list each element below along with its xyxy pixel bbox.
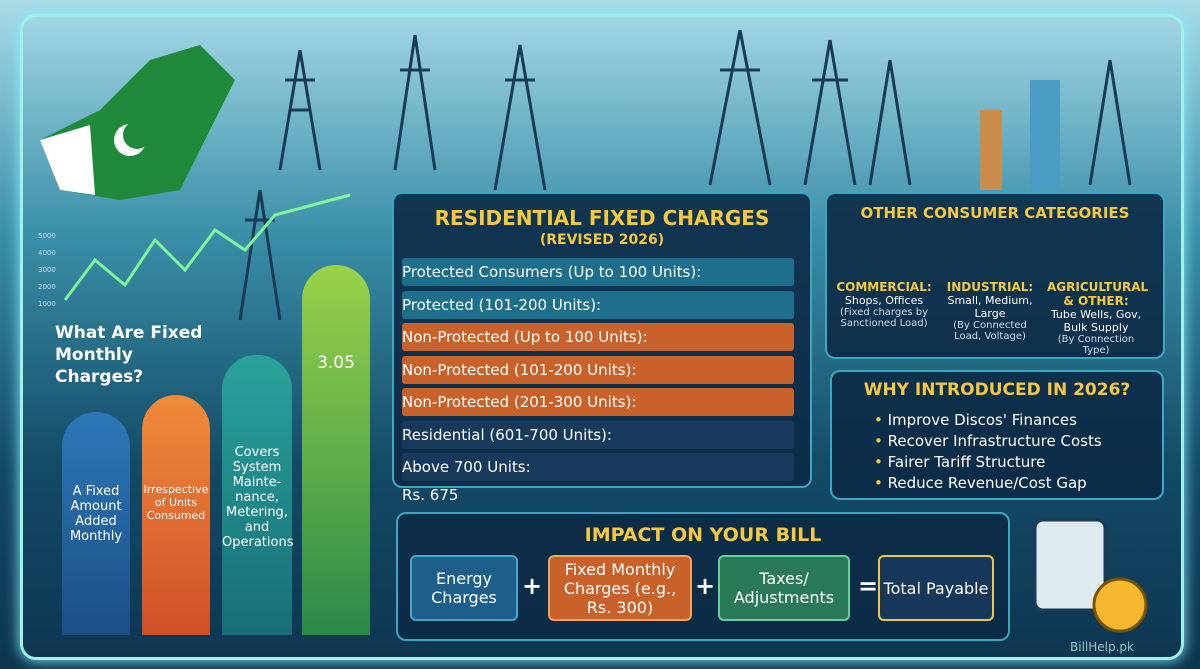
residential-panel: RESIDENTIAL FIXED CHARGES (REVISED 2026)… — [392, 192, 812, 504]
residential-title: RESIDENTIAL FIXED CHARGES — [434, 206, 770, 230]
why-item: • Recover Infrastructure Costs — [874, 432, 1102, 450]
category-name: COMMERCIAL: — [836, 280, 932, 294]
row-label: Non-Protected (201-300 Units): — [402, 393, 637, 411]
trend-line — [63, 193, 351, 301]
table-row: Non-Protected (Up to 100 Units):Rs. 275 — [402, 323, 794, 374]
frame — [20, 14, 1184, 660]
category-note: (By Connected Load, Voltage) — [953, 320, 1027, 342]
table-row: Protected Consumers (Up to 100 Units):Rs… — [402, 258, 794, 309]
operator: = — [858, 572, 879, 600]
axis-label: 2000 — [38, 283, 56, 291]
why-item: • Fairer Tariff Structure — [874, 453, 1046, 471]
table-row: Non-Protected (101-200 Units):Rs. 300 — [402, 355, 794, 407]
bill-component: Total Payable — [878, 555, 994, 621]
pillar-text: Irrespective of Units Consumed — [143, 483, 209, 522]
watermark: BillHelp.pk — [1070, 640, 1134, 654]
pillar: Covers System Mainte-nance, Metering, an… — [222, 355, 294, 635]
table-row: Residential (601-700 Units):Rs. 675 — [402, 420, 794, 472]
towers — [238, 29, 1132, 321]
crescent-cut — [123, 121, 151, 149]
category-detail: Tube Wells, Gov, Bulk Supply — [1050, 308, 1142, 334]
row-label: Non-Protected (101-200 Units): — [402, 360, 637, 379]
category-detail: Shops, Offices — [844, 294, 924, 307]
left-title: What Are Fixed Monthly Charges? — [55, 323, 203, 387]
axis-label: 3000 — [38, 266, 56, 274]
category-name: INDUSTRIAL: — [946, 280, 1034, 294]
row-label: Non-Protected (Up to 100 Units): — [402, 328, 648, 346]
table-row: Protected (101-200 Units):Rs. 300 — [402, 290, 794, 342]
axis-labels: 5000 4000 3000 2000 1000 — [38, 228, 56, 313]
why-item: • Reduce Revenue/Cost Gap — [874, 474, 1087, 492]
why-panel: WHY INTRODUCED IN 2026? • Improve Discos… — [830, 370, 1164, 500]
other-title: OTHER CONSUMER CATEGORIES — [860, 204, 1130, 222]
bill-component: Taxes/ Adjustments — [718, 555, 850, 621]
table-row: Above 700 Units: Rs. 675 — [402, 453, 794, 504]
building — [980, 110, 1002, 190]
axis-label: 1000 — [38, 300, 56, 308]
why-title: WHY INTRODUCED IN 2026? — [863, 380, 1131, 400]
category-note: (By Connection Type) — [1057, 334, 1135, 356]
meter — [1033, 518, 1107, 612]
category-note: (Fixed charges by Sanctioned Load) — [839, 307, 929, 329]
pillar: 3.05 — [302, 265, 370, 635]
residential-subtitle: (REVISED 2026) — [539, 232, 665, 248]
why-text: Reduce Revenue/Cost Gap — [887, 474, 1087, 492]
map-flag — [40, 125, 95, 195]
pillar-text: A Fixed Amount Added Monthly — [69, 484, 123, 544]
category-name: AGRICULTURAL & OTHER: — [1047, 280, 1149, 308]
row-label: Protected (101-200 Units): — [402, 295, 602, 314]
operator: + — [522, 572, 543, 600]
table-row: Non-Protected (201-300 Units):Rs. 350 — [402, 388, 794, 439]
coin — [1092, 577, 1148, 633]
pillar-text: 3.05 — [317, 353, 355, 373]
pillar: A Fixed Amount Added Monthly — [62, 412, 130, 635]
why-text: Recover Infrastructure Costs — [887, 432, 1102, 450]
operator: + — [695, 572, 716, 600]
row-label: Above 700 Units: — [402, 458, 531, 476]
bill-component: Fixed Monthly Charges (e.g., Rs. 300) — [548, 555, 692, 621]
why-item: • Improve Discos' Finances — [874, 411, 1077, 429]
row-label: Residential (601-700 Units): — [402, 425, 612, 444]
why-list: • Improve Discos' Finances • Recover Infr… — [874, 410, 1102, 494]
pillar: Irrespective of Units Consumed — [142, 395, 210, 635]
axis-label: 5000 — [38, 232, 56, 240]
pillar-text: Covers System Mainte-nance, Metering, an… — [222, 445, 294, 550]
category-detail: Small, Medium, Large — [947, 294, 1033, 320]
other-panel: OTHER CONSUMER CATEGORIES — [825, 192, 1165, 359]
bill-component: Energy Charges — [410, 555, 518, 621]
why-text: Improve Discos' Finances — [887, 411, 1077, 429]
category: COMMERCIAL: Shops, Offices (Fixed charges … — [835, 280, 933, 329]
building — [1030, 80, 1060, 190]
why-text: Fairer Tariff Structure — [887, 453, 1046, 471]
axis-label: 4000 — [38, 249, 56, 257]
row-value: Rs. 675 — [402, 486, 459, 504]
category: INDUSTRIAL: Small, Medium, Large (By Conne… — [941, 280, 1039, 342]
row-label: Protected Consumers (Up to 100 Units): — [402, 263, 702, 281]
category: AGRICULTURAL & OTHER: Tube Wells, Gov, Bu… — [1047, 280, 1149, 356]
impact-title: IMPACT ON YOUR BILL — [584, 524, 822, 546]
